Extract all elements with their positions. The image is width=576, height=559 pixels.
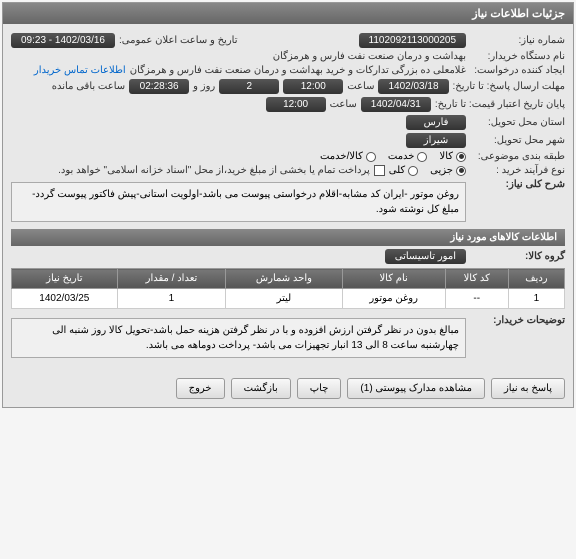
td-code: -- (445, 289, 508, 309)
city-label: شهر محل تحویل: (470, 135, 565, 146)
payment-note: پرداخت تمام یا بخشی از مبلغ خرید،از محل … (58, 165, 370, 176)
buyer-value: بهداشت و درمان صنعت نفت فارس و هرمزگان (273, 51, 466, 62)
province-value: فارس (406, 115, 466, 130)
th-row: ردیف (508, 269, 564, 289)
purchase-type-label: نوع فرآیند خرید : (470, 165, 565, 176)
radio-dot-icon (366, 152, 376, 162)
countdown: 02:28:36 (129, 79, 189, 94)
th-name: نام کالا (342, 269, 445, 289)
radio-dot-icon (456, 152, 466, 162)
radio-both[interactable]: کالا/خدمت (320, 151, 376, 162)
print-button[interactable]: چاپ (297, 378, 342, 399)
buyer-label: نام دستگاه خریدار: (470, 51, 565, 62)
table-header-row: ردیف کد کالا نام کالا واحد شمارش تعداد /… (12, 269, 565, 289)
form-area: شماره نیاز: 1102092113000205 تاریخ و ساع… (3, 24, 573, 370)
td-unit: لیتر (226, 289, 342, 309)
details-panel: جزئیات اطلاعات نیاز شماره نیاز: 11020921… (2, 2, 574, 408)
respond-button[interactable]: پاسخ به نیاز (491, 378, 565, 399)
need-number-value: 1102092113000205 (359, 33, 467, 48)
price-date: 1402/04/31 (361, 97, 431, 112)
price-time: 12:00 (266, 97, 326, 112)
announce-value: 1402/03/16 - 09:23 (11, 33, 115, 48)
group-label: گروه کالا: (470, 251, 565, 262)
desc-label: شرح کلی نیاز: (470, 179, 565, 190)
category-label: طبقه بندی موضوعی: (470, 151, 565, 162)
desc-text: روغن موتور -ایران کد مشابه-اقلام درخواست… (11, 182, 466, 222)
goods-header: اطلاعات کالاهای مورد نیاز (11, 229, 565, 246)
exit-button[interactable]: خروج (176, 378, 225, 399)
th-qty: تعداد / مقدار (117, 269, 226, 289)
purchase-type-group: جزیی کلی (389, 165, 466, 176)
treasury-checkbox[interactable] (374, 165, 385, 176)
td-date: 1402/03/25 (12, 289, 118, 309)
need-number-label: شماره نیاز: (470, 35, 565, 46)
announce-label: تاریخ و ساعت اعلان عمومی: (119, 35, 238, 46)
creator-label: ایجاد کننده درخواست: (470, 65, 565, 76)
table-row[interactable]: 1 -- روغن موتور لیتر 1 1402/03/25 (12, 289, 565, 309)
radio-dot-icon (408, 166, 418, 176)
category-radio-group: کالا خدمت کالا/خدمت (320, 151, 466, 162)
group-value: امور تاسیساتی (385, 249, 466, 264)
buyer-note-label: توضیحات خریدار: (470, 315, 565, 326)
radio-service[interactable]: خدمت (388, 151, 428, 162)
day-and-label: روز و (193, 81, 215, 92)
button-bar: پاسخ به نیاز مشاهده مدارک پیوستی (1) چاپ… (3, 370, 573, 407)
radio-full[interactable]: کلی (389, 165, 418, 176)
td-row: 1 (508, 289, 564, 309)
buyer-note: مبالغ بدون در نظر گرفتن ارزش افزوده و با… (11, 318, 466, 358)
attachments-button[interactable]: مشاهده مدارک پیوستی (1) (347, 378, 485, 399)
th-unit: واحد شمارش (226, 269, 342, 289)
province-label: استان محل تحویل: (470, 117, 565, 128)
price-valid-label: پایان تاریخ اعتبار قیمت: تا تاریخ: (435, 99, 565, 110)
time-label-2: ساعت (330, 99, 357, 110)
radio-dot-icon (456, 166, 466, 176)
radio-dot-icon (417, 152, 427, 162)
td-qty: 1 (117, 289, 226, 309)
reply-date: 1402/03/18 (378, 79, 448, 94)
reply-time: 12:00 (283, 79, 343, 94)
goods-table: ردیف کد کالا نام کالا واحد شمارش تعداد /… (11, 268, 565, 309)
radio-partial[interactable]: جزیی (430, 165, 466, 176)
reply-deadline-label: مهلت ارسال پاسخ: تا تاریخ: (453, 81, 565, 92)
creator-value: غلامعلی ده بزرگی تدارکات و خرید بهداشت و… (130, 65, 466, 76)
th-date: تاریخ نیاز (12, 269, 118, 289)
time-label-1: ساعت (347, 81, 374, 92)
contact-link[interactable]: اطلاعات تماس خریدار (34, 65, 126, 76)
city-value: شیراز (406, 133, 466, 148)
th-code: کد کالا (445, 269, 508, 289)
panel-title: جزئیات اطلاعات نیاز (3, 3, 573, 24)
back-button[interactable]: بازگشت (231, 378, 291, 399)
td-name: روغن موتور (342, 289, 445, 309)
radio-goods[interactable]: کالا (439, 151, 466, 162)
days-value: 2 (219, 79, 279, 94)
remaining-label: ساعت باقی مانده (52, 81, 125, 92)
